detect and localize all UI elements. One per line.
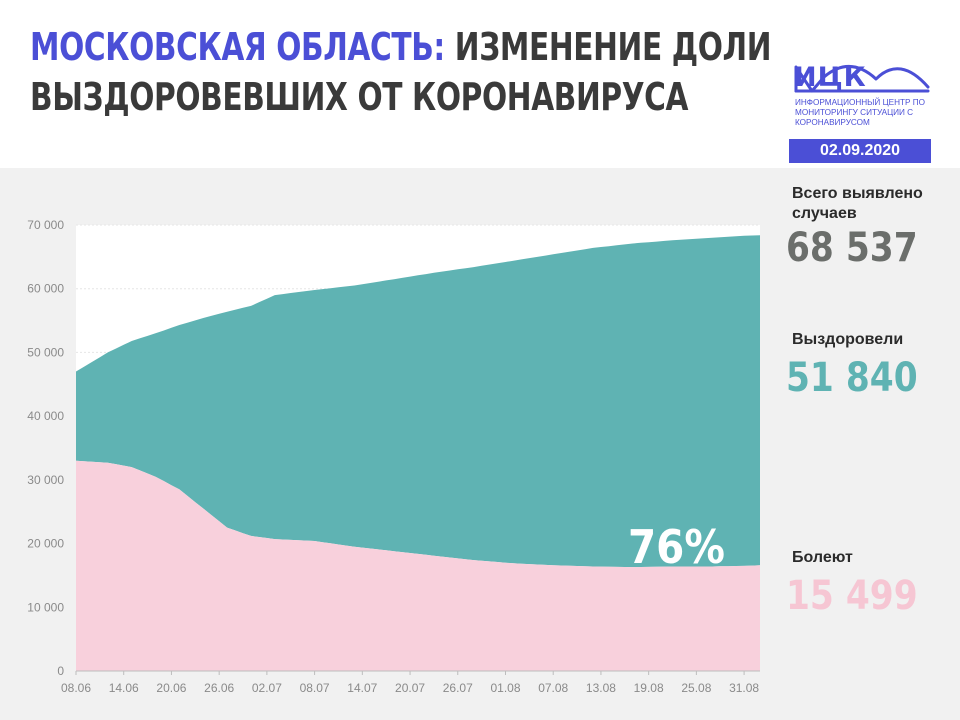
logo-name: ИЦК [794,62,867,93]
x-tick-label: 20.06 [156,681,186,695]
x-tick-label: 31.08 [729,681,759,695]
recovered-value: 51 840 [786,355,918,401]
total-cases-label: Всего выявлено случаев [792,185,923,222]
y-tick-label: 30 000 [27,473,64,487]
y-tick-label: 20 000 [27,537,64,551]
date-badge: 02.09.2020 [789,139,931,163]
sick-value: 15 499 [786,573,918,619]
header: МОСКОВСКАЯ ОБЛАСТЬ: ИЗМЕНЕНИЕ ДОЛИ ВЫЗДО… [0,0,960,168]
title-rest-line1: ИЗМЕНЕНИЕ ДОЛИ [454,25,772,69]
recovered-percentage: 76% [628,520,725,574]
y-tick-label: 60 000 [27,282,64,296]
x-tick-label: 14.07 [347,681,377,695]
x-tick-label: 01.08 [490,681,520,695]
x-tick-label: 20.07 [395,681,425,695]
x-tick-label: 07.08 [538,681,568,695]
y-tick-label: 0 [57,664,64,678]
series-area-sick [76,460,760,671]
chart-panel: 0 10 000 20 000 30 000 40 000 50 000 60 000 70 … [0,168,960,720]
y-tick-label: 50 000 [27,345,64,359]
y-tick-label: 40 000 [27,409,64,423]
title-region: МОСКОВСКАЯ ОБЛАСТЬ: [30,25,445,69]
x-tick-label: 26.07 [443,681,473,695]
recovered-label: Выздоровели [792,331,904,348]
x-tick-label: 14.06 [109,681,139,695]
y-tick-label: 10 000 [27,600,64,614]
x-tick-label: 08.07 [300,681,330,695]
x-tick-label: 13.08 [586,681,616,695]
x-tick-label: 19.08 [634,681,664,695]
x-tick-label: 25.08 [681,681,711,695]
series-area-recovered [76,235,760,568]
x-tick-label: 02.07 [252,681,282,695]
page-title: МОСКОВСКАЯ ОБЛАСТЬ: ИЗМЕНЕНИЕ ДОЛИ ВЫЗДО… [30,22,772,122]
x-tick-label: 26.06 [204,681,234,695]
total-cases-value: 68 537 [786,225,918,271]
sick-label: Болеют [792,549,853,566]
x-tick-label: 08.06 [61,681,91,695]
wave-arch-icon [794,65,930,93]
title-line2: ВЫЗДОРОВЕВШИХ ОТ КОРОНАВИРУСА [30,75,689,119]
logo-subtitle: ИНФОРМАЦИОННЫЙ ЦЕНТР ПО МОНИТОРИНГУ СИТУ… [795,98,926,127]
y-tick-label: 70 000 [27,218,64,232]
stacked-area-chart: 0 10 000 20 000 30 000 40 000 50 000 60 000 70 … [27,218,760,695]
